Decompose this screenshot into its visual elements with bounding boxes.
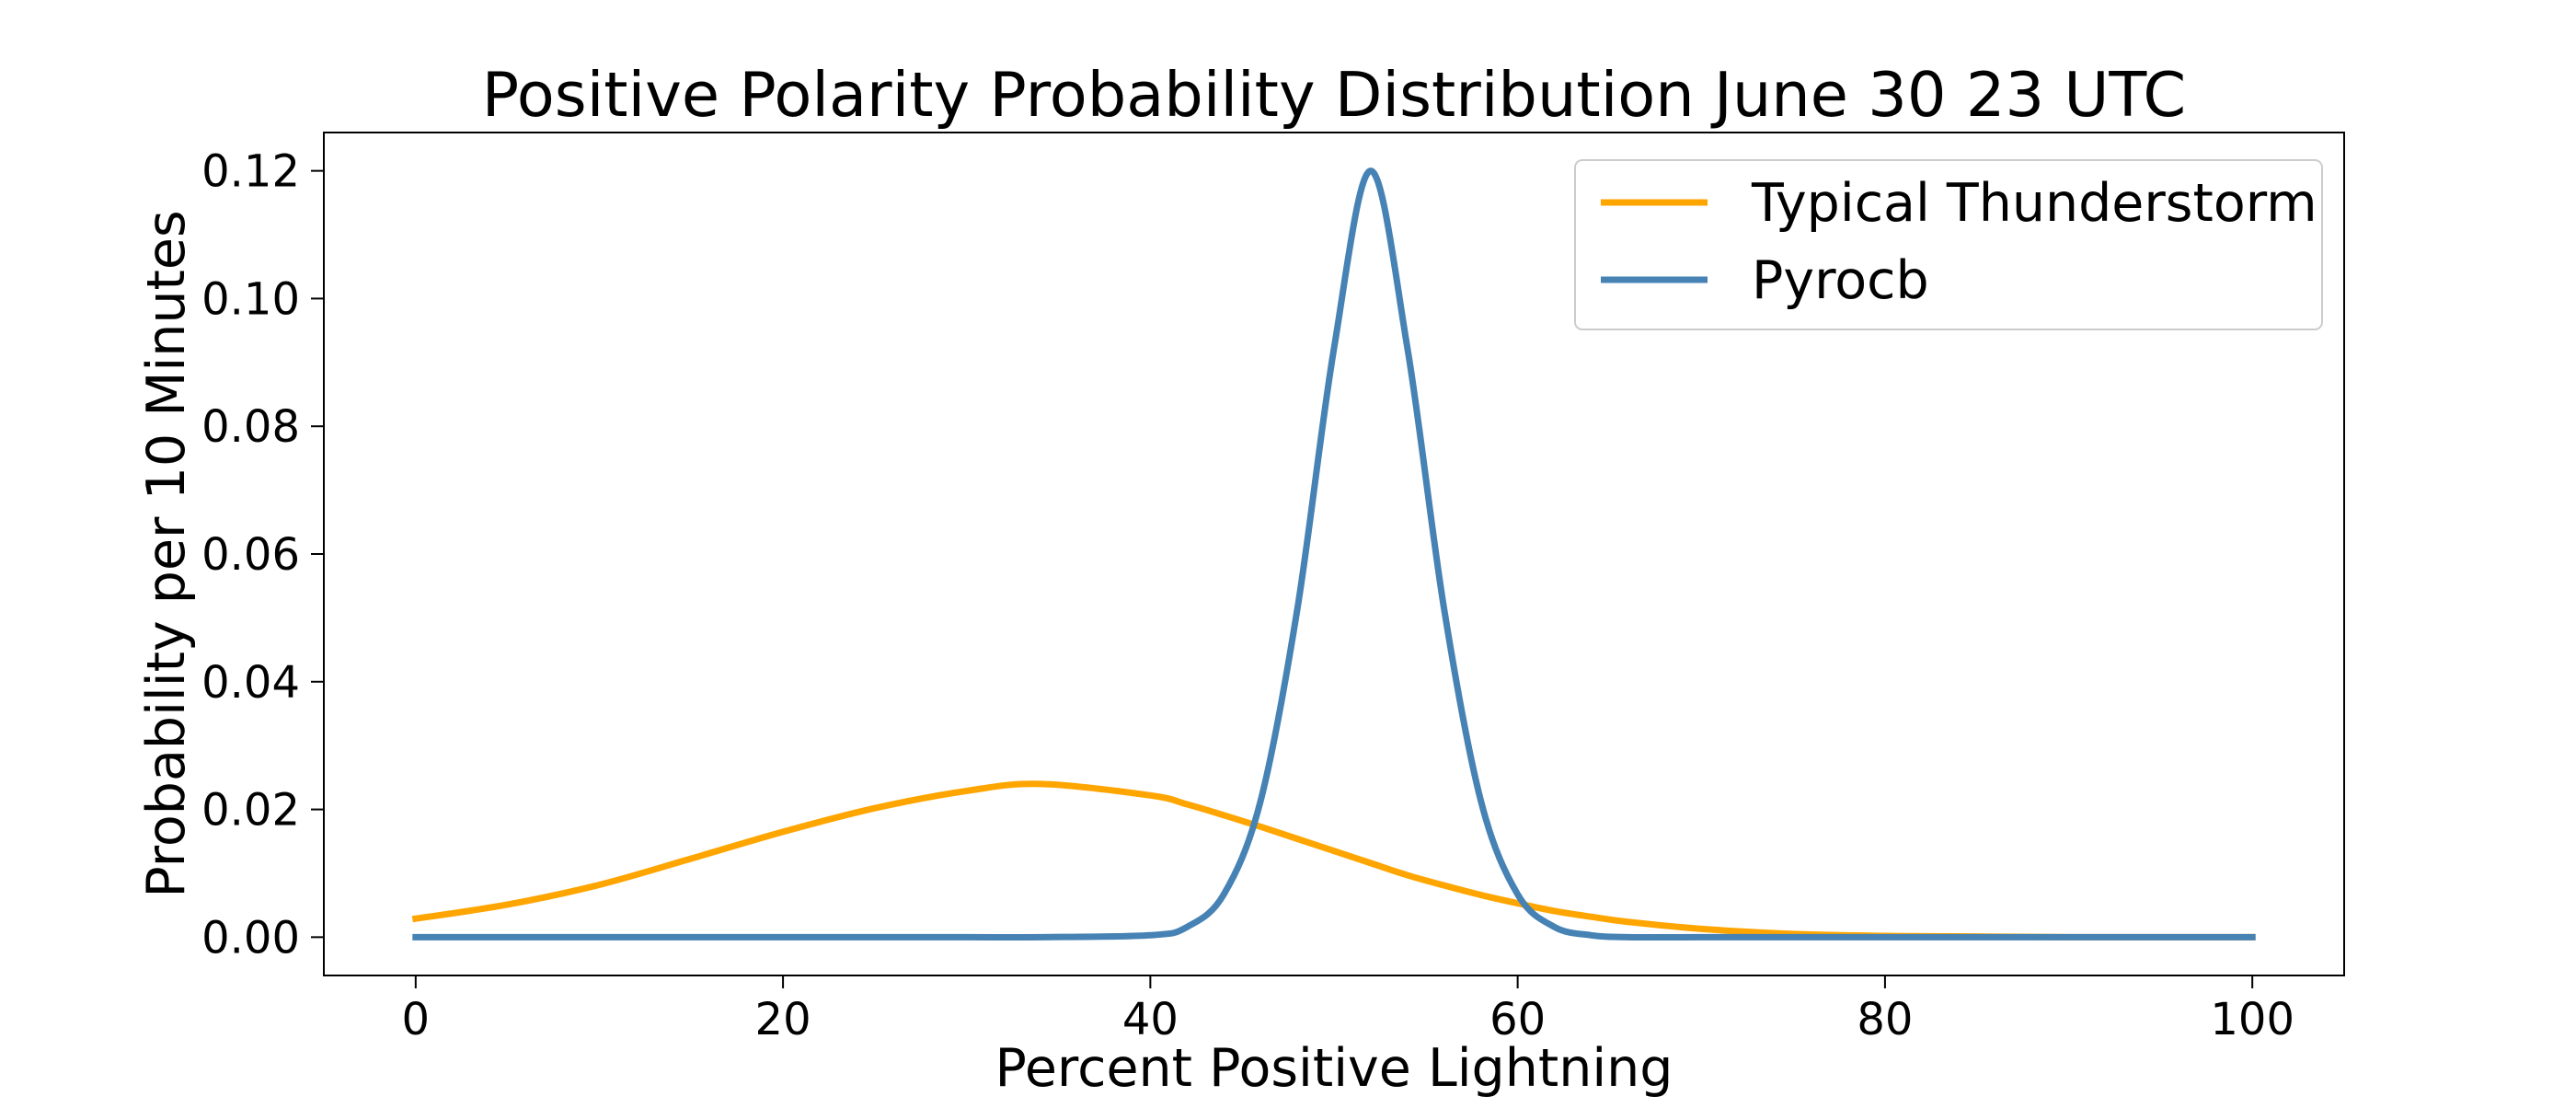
legend-label: Typical Thunderstorm [1751, 173, 2317, 234]
x-tick-label: 40 [1122, 994, 1179, 1045]
y-tick-label: 0.04 [201, 657, 300, 709]
legend-box [1574, 159, 2323, 330]
x-tick-label: 60 [1489, 994, 1546, 1045]
y-tick-label: 0.12 [201, 146, 300, 198]
x-tick-label: 0 [402, 994, 431, 1045]
x-tick-label: 20 [755, 994, 811, 1045]
chart-title: Positive Polarity Probability Distributi… [482, 59, 2186, 131]
y-axis-label: Probability per 10 Minutes [136, 210, 197, 897]
x-axis-label: Percent Positive Lightning [995, 1038, 1673, 1099]
x-tick-label: 100 [2210, 994, 2294, 1045]
y-axis: 0.00 0.02 0.04 0.06 0.08 0.10 0.12 [201, 146, 324, 964]
y-tick-label: 0.00 [201, 912, 300, 964]
legend-label: Pyrocb [1752, 250, 1929, 311]
x-axis: 0 20 40 60 80 100 [402, 975, 2294, 1045]
legend: Typical Thunderstorm Pyrocb [1574, 159, 2323, 330]
y-tick-label: 0.02 [201, 785, 300, 837]
series-line-pyrocb [412, 167, 2256, 941]
y-tick-label: 0.06 [201, 529, 300, 581]
x-tick-label: 80 [1857, 994, 1913, 1045]
y-tick-label: 0.08 [201, 401, 300, 453]
y-tick-label: 0.10 [201, 273, 300, 325]
